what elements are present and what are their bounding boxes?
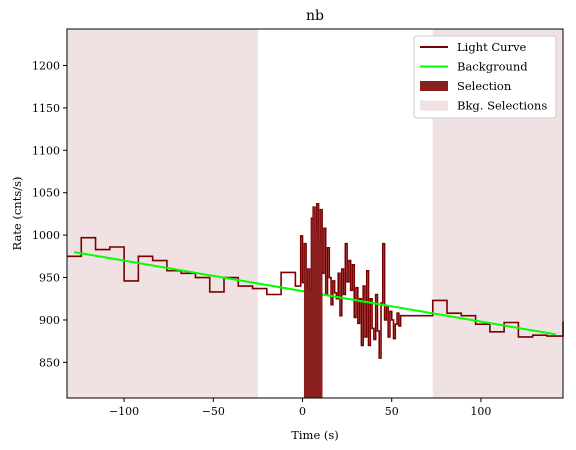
y-tick-label: 1200 [32, 59, 60, 72]
x-tick-label: 0 [299, 405, 306, 418]
chart-title: nb [306, 8, 324, 24]
legend-label: Light Curve [457, 40, 527, 54]
x-tick-label: −50 [202, 405, 225, 418]
legend-swatch-bkg-selection [420, 100, 448, 111]
y-axis-label: Rate (cnts/s) [10, 177, 24, 251]
y-tick-label: 1050 [32, 187, 60, 200]
y-tick-label: 1150 [32, 102, 60, 115]
x-axis-label: Time (s) [291, 428, 339, 442]
y-tick-label: 900 [39, 314, 60, 327]
y-axis-ticks: 850 900 950 1000 1050 1100 1150 1200 [32, 59, 67, 369]
y-tick-label: 1100 [32, 144, 60, 157]
x-tick-label: 100 [470, 405, 491, 418]
selection-region-0 [303, 203, 323, 398]
series-light-curve [67, 202, 564, 359]
legend-box [413, 35, 557, 119]
selection-regions [303, 203, 323, 398]
legend-label: Selection [457, 79, 512, 93]
y-tick-label: 1000 [32, 229, 60, 242]
legend-label: Bkg. Selections [457, 99, 547, 113]
plot-frame [66, 28, 564, 399]
legend-label: Background [457, 60, 528, 74]
x-axis-ticks: −100 −50 0 50 100 [109, 398, 491, 418]
legend-swatch-selection [420, 81, 448, 91]
x-tick-label: 50 [385, 405, 399, 418]
legend: Light Curve Background Selection Bkg. Selec… [413, 35, 557, 119]
y-tick-label: 850 [39, 356, 60, 369]
y-tick-label: 950 [39, 272, 60, 285]
bkg-selection-region-0 [67, 29, 258, 398]
x-tick-label: −100 [109, 405, 139, 418]
